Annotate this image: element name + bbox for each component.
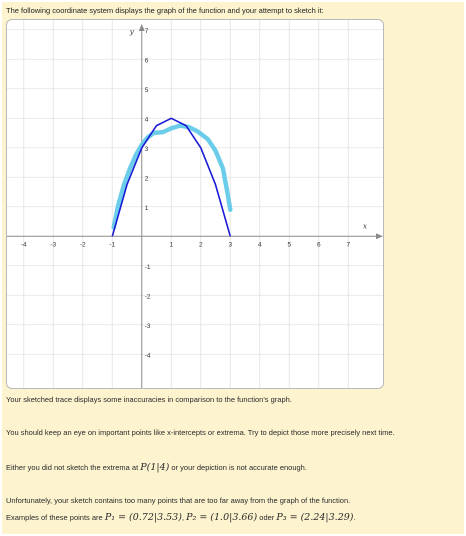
function-graph	[111, 117, 232, 237]
feedback-extrema: Either you did not sketch the extrema at…	[6, 462, 307, 473]
function-plot: x y -4 -3 -2 -1 1 2 3 4 5 6 7 -4 -3 -2 -1 1 2 3 4 5 6 7	[7, 20, 383, 388]
example-end: .	[353, 513, 356, 522]
example-point-3: P₃ = (2.24|3.29)	[276, 512, 354, 523]
y-axis-arrow	[138, 24, 145, 31]
x-tick-label: 5	[287, 241, 291, 248]
y-tick-label: 1	[145, 205, 149, 212]
y-tick-label: 7	[145, 28, 149, 35]
y-tick-label: -1	[145, 264, 151, 271]
y-tick-label: 6	[145, 57, 149, 64]
x-axis-arrow	[376, 233, 383, 240]
x-tick-label: -1	[109, 241, 115, 248]
x-axis-label: x	[363, 222, 367, 230]
x-tick-label: 7	[346, 241, 350, 248]
y-tick-label: -2	[145, 293, 151, 300]
feedback-examples: Examples of these points are P₁ = (0.72|…	[6, 512, 356, 523]
x-tick-label: 4	[258, 241, 262, 248]
y-tick-label: 2	[145, 175, 149, 182]
y-tick-label: 4	[145, 116, 149, 123]
y-tick-label: -3	[145, 323, 151, 330]
example-point-1: P₁ = (0.72|3.53)	[104, 512, 182, 523]
feedback-extrema-post: or your depiction is not accurate enough…	[169, 463, 307, 472]
y-axis-label: y	[129, 28, 135, 36]
x-tick-label: -4	[21, 241, 27, 248]
example-point-2: P₂ = (1.0|3.66)	[186, 512, 258, 523]
x-tick-label: 1	[169, 241, 173, 248]
feedback-advice: You should keep an eye on important poin…	[6, 428, 395, 437]
extremum-point: P(1|4)	[140, 462, 170, 473]
feedback-distance: Unfortunately, your sketch contains too …	[6, 496, 351, 505]
feedback-inaccuracy: Your sketched trace displays some inaccu…	[6, 395, 292, 404]
example-separator-1: ,	[181, 513, 187, 522]
y-tick-label: -4	[145, 352, 151, 359]
coordinate-system: x y -4 -3 -2 -1 1 2 3 4 5 6 7 -4 -3 -2 -1 1 2 3 4 5 6 7	[6, 19, 384, 389]
x-tick-label: 3	[228, 241, 232, 248]
feedback-examples-pre: Examples of these points are	[6, 513, 105, 522]
sketched-trace	[111, 123, 233, 230]
feedback-extrema-pre: Either you did not sketch the extrema at	[6, 463, 141, 472]
intro-text: The following coordinate system displays…	[6, 6, 324, 15]
x-tick-label: 2	[199, 241, 203, 248]
x-tick-label: -3	[50, 241, 56, 248]
x-tick-label: -2	[80, 241, 86, 248]
y-tick-label: 3	[145, 146, 149, 153]
y-tick-label: 5	[145, 87, 149, 94]
x-tick-label: 6	[317, 241, 321, 248]
example-separator-2: oder	[257, 513, 277, 522]
